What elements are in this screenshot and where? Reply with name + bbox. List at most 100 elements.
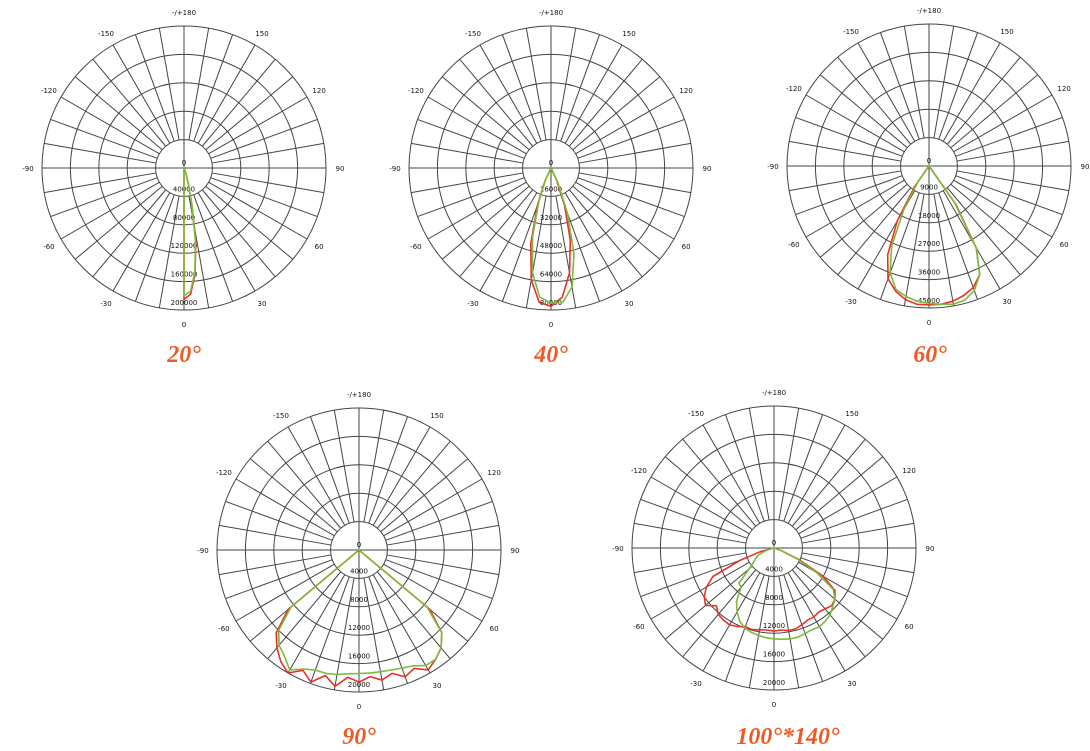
grid-spoke — [267, 571, 342, 660]
grid-spoke — [933, 26, 955, 139]
angle-label: 0 — [549, 321, 553, 329]
angle-label: 120 — [679, 87, 692, 95]
grid-spoke — [333, 410, 355, 523]
radial-tick-label: 27000 — [918, 240, 940, 248]
angle-label: -150 — [273, 412, 289, 420]
angle-label: 0 — [182, 321, 186, 329]
grid-spoke — [197, 192, 256, 292]
grid-spoke — [837, 56, 912, 145]
angle-label: -30 — [275, 682, 286, 690]
grid-spoke — [555, 195, 577, 308]
radial-tick-label: 16000 — [348, 653, 370, 661]
grid-spoke — [946, 56, 1021, 145]
chart-title-60: 60° — [913, 342, 947, 368]
polar-chart-3: -/+180 150 120 90 60 30 0 -30 -60 -90 -120 -150 0 400… — [197, 391, 519, 711]
grid-spoke — [210, 118, 318, 159]
grid-spoke — [501, 34, 542, 142]
grid-spoke — [748, 408, 770, 521]
grid-spoke — [953, 94, 1053, 153]
grid-spoke — [525, 195, 547, 308]
grid-spoke — [575, 181, 675, 240]
grid-spoke — [376, 571, 451, 660]
grid-spoke — [309, 416, 350, 524]
grid-spoke — [267, 440, 342, 529]
angle-label: 30 — [258, 300, 267, 308]
grid-spoke — [201, 58, 276, 147]
grid-spoke — [376, 440, 451, 529]
radial-tick-label: 16000 — [540, 185, 562, 193]
angle-label: -/+180 — [539, 9, 563, 17]
grid-spoke — [942, 42, 1001, 142]
grid-spoke — [385, 500, 493, 541]
angle-label: 120 — [487, 469, 500, 477]
grid-spoke — [501, 194, 542, 302]
series-curve-c90 — [531, 167, 575, 304]
grid-spoke — [682, 569, 757, 658]
grid-spoke — [950, 183, 1039, 258]
grid-spoke — [211, 142, 324, 164]
grid-spoke — [933, 193, 955, 306]
grid-spoke — [459, 189, 534, 278]
grid-spoke — [368, 416, 409, 524]
angle-label: -120 — [216, 469, 232, 477]
grid-spoke — [819, 74, 908, 149]
grid-spoke — [903, 193, 925, 306]
grid-spoke — [60, 96, 160, 155]
polar-chart-1: -/+180 150 120 90 60 30 0 -30 -60 -90 -120 -150 0 160… — [389, 9, 711, 329]
grid-spoke — [748, 575, 770, 688]
angle-label: 90 — [1081, 163, 1090, 171]
grid-spoke — [386, 524, 499, 546]
chart-title-20: 20° — [167, 342, 201, 368]
grid-spoke — [309, 576, 350, 684]
angle-label: -/+180 — [347, 391, 371, 399]
grid-spoke — [383, 563, 483, 622]
grid-spoke — [956, 170, 1069, 192]
grid-spoke — [953, 179, 1053, 238]
grid-spoke — [640, 498, 748, 539]
grid-spoke — [950, 74, 1039, 149]
grid-spoke — [879, 32, 920, 140]
angle-label: -60 — [410, 243, 421, 251]
grid-spoke — [459, 58, 534, 147]
grid-spoke — [225, 500, 333, 541]
grid-spoke — [201, 189, 276, 278]
grid-spoke — [800, 498, 908, 539]
grid-spoke — [225, 559, 333, 600]
grid-spoke — [525, 28, 547, 141]
grid-spoke — [564, 192, 623, 292]
grid-spoke — [938, 192, 979, 300]
radial-tick-label: 8000 — [350, 596, 368, 604]
radial-tick-label: 12000 — [348, 624, 370, 632]
angle-label: -60 — [788, 241, 799, 249]
grid-spoke — [791, 569, 866, 658]
grid-spoke — [789, 140, 902, 162]
angle-label: -120 — [631, 467, 647, 475]
angle-label: -90 — [22, 165, 33, 173]
radial-tick-label: 0 — [927, 157, 931, 165]
angle-label: 120 — [902, 467, 915, 475]
grid-spoke — [564, 44, 623, 144]
angle-label: 150 — [845, 410, 858, 418]
grid-spoke — [783, 574, 824, 682]
grid-spoke — [650, 561, 750, 620]
grid-spoke — [578, 142, 691, 164]
grid-spoke — [372, 426, 431, 526]
polar-chart-0: -/+1801501209060300-30-60-90-120-1500400… — [22, 9, 344, 329]
radial-tick-label: 32000 — [540, 214, 562, 222]
grid-spoke — [724, 414, 765, 522]
angle-label: 90 — [336, 165, 345, 173]
angle-label: -60 — [43, 243, 54, 251]
grid-spoke — [417, 118, 525, 159]
angle-label: -90 — [389, 165, 400, 173]
grid-spoke — [205, 185, 294, 260]
angle-label: 60 — [1060, 241, 1069, 249]
grid-spoke — [287, 574, 346, 674]
grid-spoke — [193, 194, 234, 302]
grid-spoke — [634, 522, 747, 544]
grid-spoke — [44, 142, 157, 164]
angle-label: 60 — [905, 623, 914, 631]
grid-spoke — [208, 96, 308, 155]
grid-spoke — [363, 410, 385, 523]
grid-spoke — [50, 118, 158, 159]
angle-label: 120 — [312, 87, 325, 95]
